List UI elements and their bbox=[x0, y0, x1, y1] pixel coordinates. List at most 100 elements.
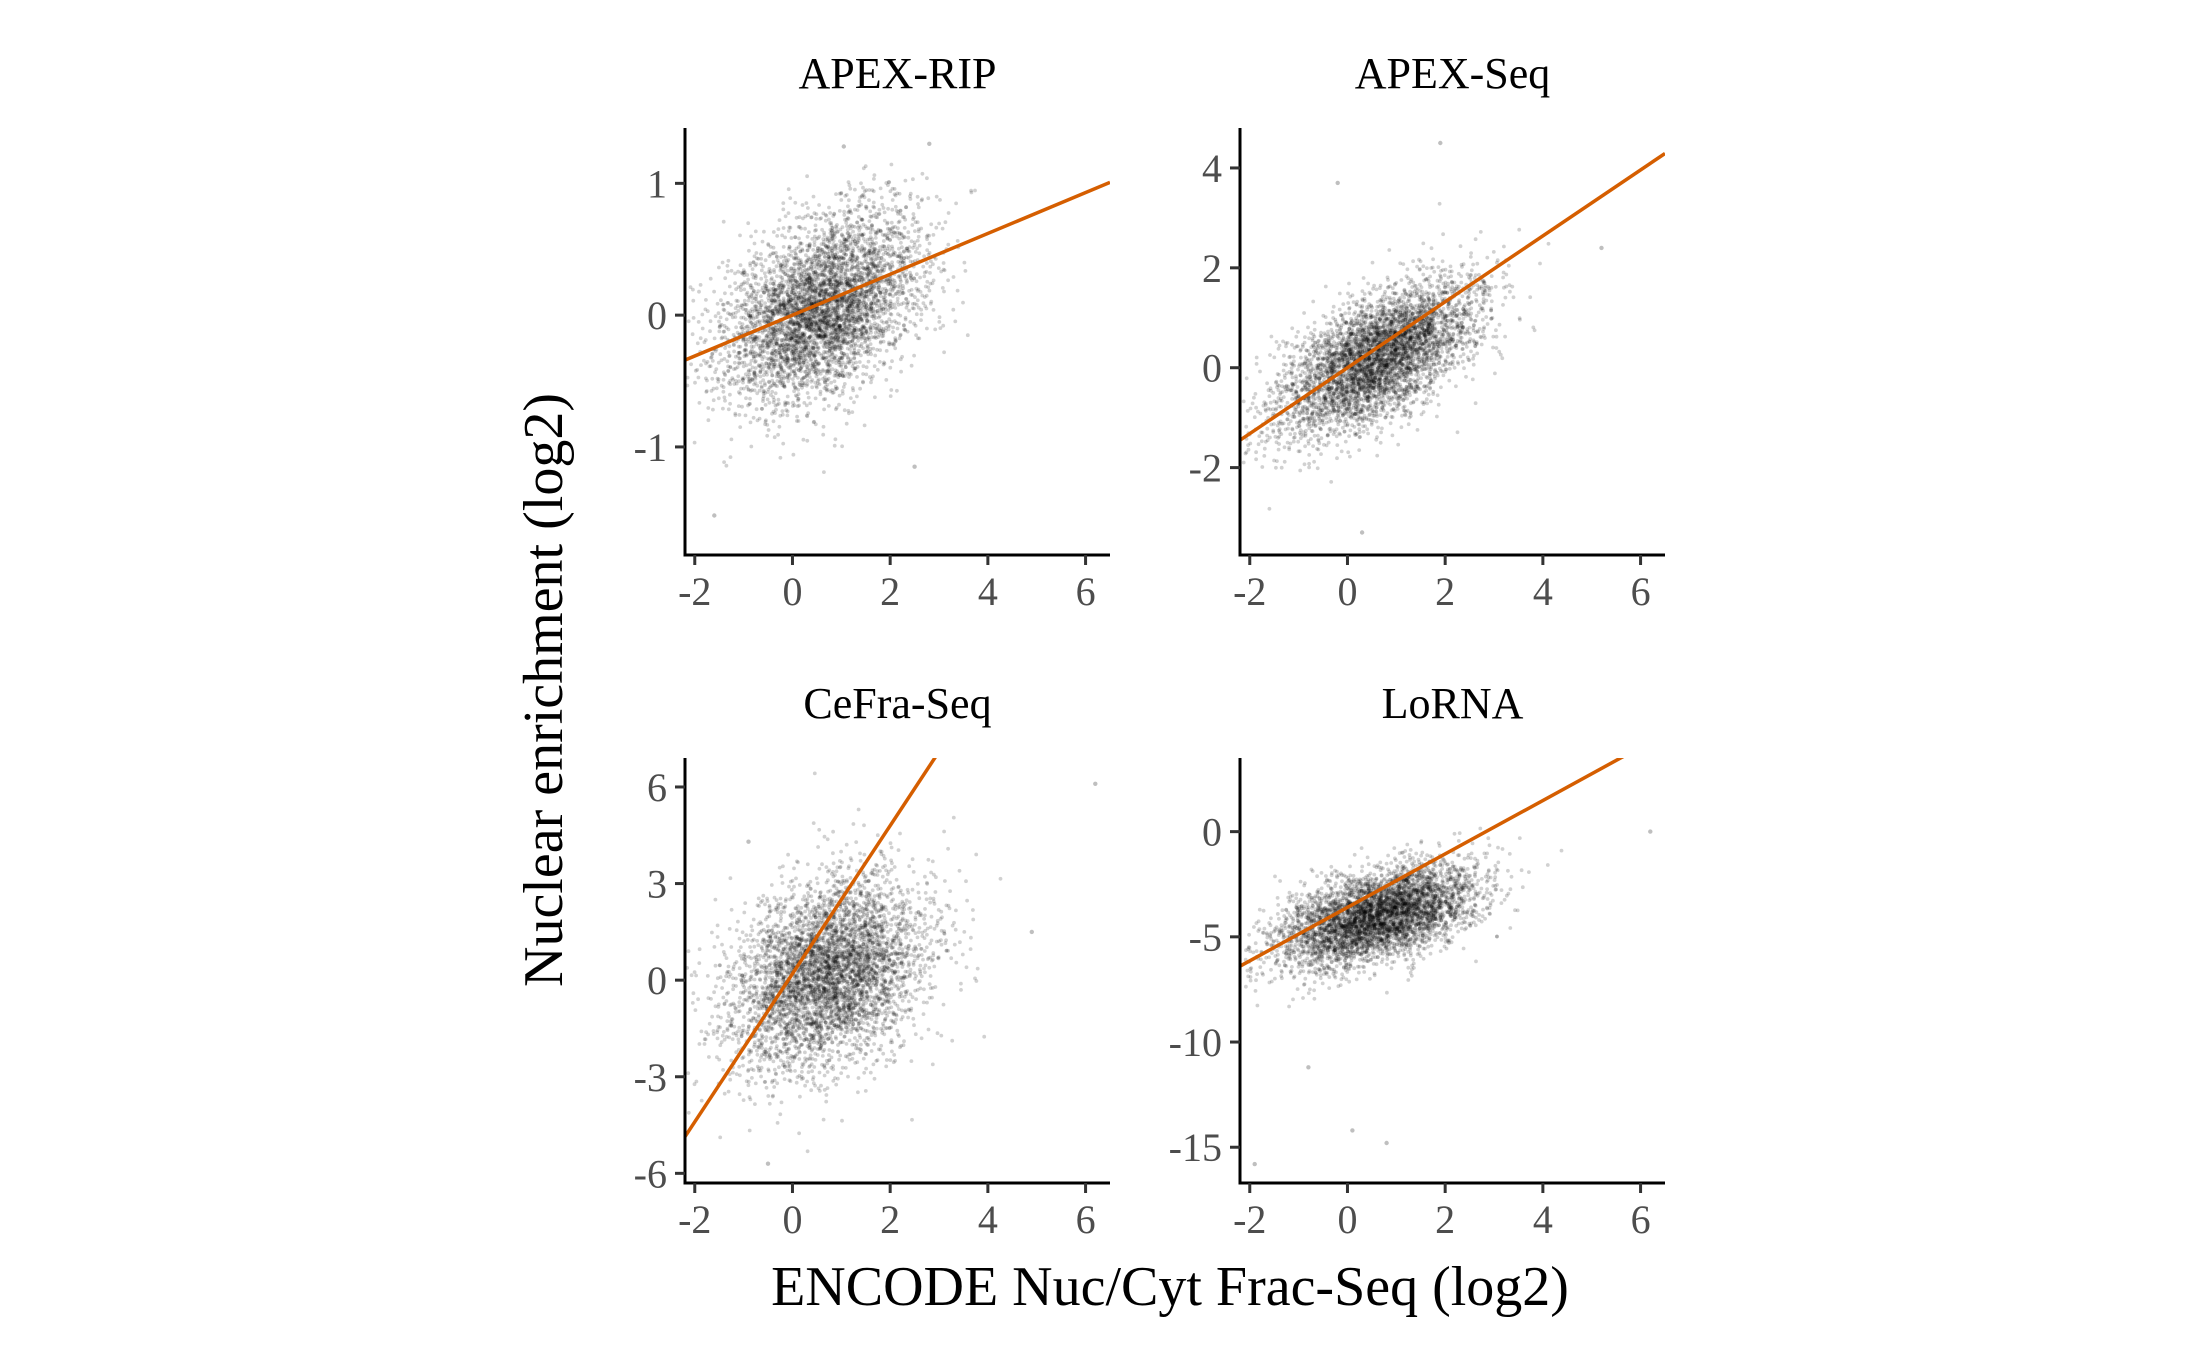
data-point bbox=[837, 323, 842, 328]
data-point bbox=[785, 273, 790, 277]
data-point bbox=[802, 331, 807, 335]
data-point bbox=[763, 305, 768, 309]
data-point bbox=[790, 319, 795, 323]
data-point bbox=[754, 297, 759, 301]
data-point bbox=[696, 375, 701, 380]
data-point bbox=[807, 298, 811, 303]
data-point bbox=[805, 340, 810, 344]
data-point bbox=[863, 164, 868, 169]
data-point bbox=[840, 391, 845, 396]
data-point bbox=[889, 232, 894, 236]
data-point bbox=[871, 346, 876, 351]
data-point bbox=[740, 271, 745, 276]
data-point bbox=[805, 248, 810, 253]
data-point bbox=[874, 253, 879, 258]
data-point bbox=[840, 335, 845, 340]
data-point bbox=[794, 294, 799, 299]
data-point bbox=[821, 369, 825, 373]
data-point bbox=[879, 229, 883, 234]
data-point bbox=[822, 325, 827, 330]
data-point bbox=[737, 413, 742, 417]
data-point bbox=[831, 335, 835, 340]
data-point bbox=[883, 307, 888, 312]
data-point bbox=[899, 240, 903, 245]
data-point bbox=[812, 211, 817, 216]
data-point bbox=[822, 320, 827, 325]
data-point bbox=[832, 345, 837, 350]
data-point bbox=[858, 299, 862, 304]
data-point bbox=[842, 213, 847, 217]
data-point bbox=[922, 274, 927, 279]
data-point bbox=[785, 302, 790, 307]
data-point bbox=[766, 316, 771, 320]
data-point bbox=[823, 243, 828, 248]
data-point bbox=[836, 302, 841, 307]
data-point bbox=[758, 374, 763, 379]
data-point bbox=[826, 257, 831, 261]
data-point bbox=[909, 239, 914, 244]
data-point bbox=[805, 291, 810, 296]
data-point bbox=[760, 285, 765, 290]
data-point bbox=[836, 375, 841, 379]
data-point bbox=[864, 188, 869, 193]
data-point bbox=[783, 342, 787, 346]
data-point bbox=[864, 321, 869, 326]
data-point bbox=[752, 382, 756, 387]
data-point bbox=[852, 224, 857, 229]
data-point bbox=[829, 322, 834, 327]
data-point bbox=[869, 290, 874, 295]
data-point bbox=[837, 255, 841, 260]
data-point bbox=[812, 243, 817, 248]
data-point bbox=[793, 343, 798, 348]
data-point bbox=[938, 326, 943, 330]
data-point bbox=[847, 319, 851, 324]
data-point bbox=[843, 318, 848, 322]
data-point bbox=[837, 360, 842, 364]
data-point bbox=[852, 352, 856, 356]
data-point bbox=[786, 229, 791, 233]
data-point bbox=[809, 261, 813, 266]
data-point bbox=[804, 315, 809, 320]
data-point bbox=[845, 306, 850, 311]
data-point bbox=[882, 268, 887, 273]
data-point bbox=[872, 364, 877, 369]
data-point bbox=[795, 315, 800, 320]
data-point bbox=[835, 316, 840, 320]
data-point bbox=[772, 279, 777, 284]
data-point bbox=[763, 419, 768, 424]
data-point bbox=[811, 346, 815, 350]
data-point bbox=[904, 205, 908, 210]
data-point bbox=[845, 341, 850, 346]
data-point bbox=[778, 265, 783, 270]
data-point bbox=[904, 246, 909, 251]
data-point bbox=[807, 293, 812, 298]
data-point bbox=[827, 217, 831, 222]
data-point bbox=[843, 308, 848, 313]
data-point bbox=[859, 288, 864, 292]
data-point bbox=[799, 346, 804, 351]
data-point bbox=[768, 269, 773, 274]
data-point bbox=[704, 361, 708, 366]
data-point bbox=[839, 350, 844, 355]
data-point bbox=[801, 376, 806, 380]
data-point bbox=[913, 229, 917, 234]
data-point bbox=[843, 248, 847, 253]
data-point bbox=[804, 201, 809, 206]
data-point bbox=[695, 341, 700, 346]
data-point bbox=[818, 282, 823, 287]
data-point bbox=[813, 380, 818, 385]
data-point bbox=[860, 303, 865, 308]
data-point bbox=[785, 356, 790, 360]
data-point bbox=[803, 345, 808, 350]
data-point bbox=[887, 279, 892, 284]
data-point bbox=[815, 336, 820, 340]
data-point bbox=[817, 234, 822, 239]
data-point bbox=[759, 311, 764, 316]
data-point bbox=[853, 281, 857, 286]
data-point bbox=[890, 277, 895, 282]
data-point bbox=[843, 269, 848, 274]
data-point bbox=[814, 371, 818, 375]
data-point bbox=[772, 312, 777, 317]
data-point bbox=[844, 263, 849, 268]
data-point bbox=[916, 287, 921, 292]
